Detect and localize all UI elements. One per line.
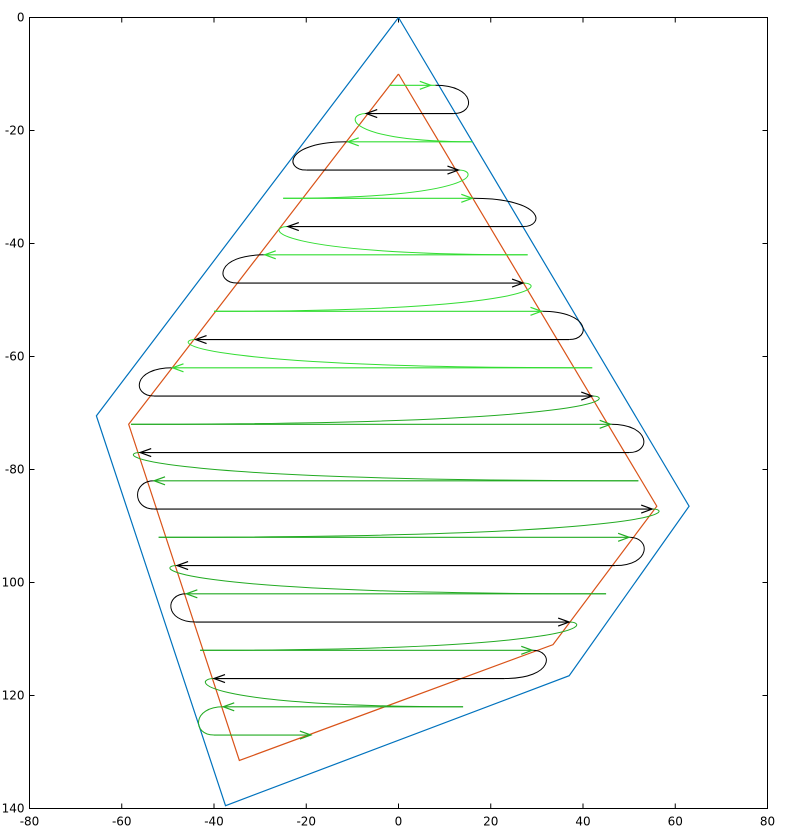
sweep-arrowhead (193, 334, 207, 345)
y-tick-label: 140 (2, 802, 25, 816)
turn-path (292, 141, 348, 171)
inner-boundary-polygon (127, 73, 658, 762)
sweep-arrowhead (175, 560, 189, 571)
turn-path (137, 480, 155, 510)
sweep-arrowhead (521, 645, 535, 655)
sweep-arrowhead (461, 193, 475, 203)
x-tick-label: 80 (760, 815, 775, 829)
sweep-arrowhead (138, 447, 152, 458)
turn-path (504, 649, 547, 680)
turn-path (158, 508, 660, 538)
turn-path (354, 113, 473, 143)
sweep-arrowhead (212, 673, 226, 684)
y-tick-label: 0 (17, 11, 25, 25)
x-tick-label: 60 (668, 815, 683, 829)
sweep-arrowhead (599, 419, 613, 429)
turn-path (222, 254, 265, 284)
sweep-arrowhead (299, 730, 313, 740)
sweep-arrowhead (262, 250, 276, 260)
sweep-lines (130, 80, 654, 740)
x-tick-label: -20 (296, 815, 316, 829)
sweep-arrowhead (184, 589, 198, 599)
sweep-arrowhead (419, 80, 433, 90)
sweep-arrowhead (221, 702, 235, 712)
sweep-arrowhead (617, 532, 631, 542)
turn-paths (130, 84, 660, 736)
x-tick-label: 40 (575, 815, 590, 829)
y-tick-label: -60 (5, 350, 25, 364)
sweep-arrowhead (557, 617, 571, 627)
y-axis-ticks: 0 -20 -40 -60 -80 100 120 140 (2, 11, 768, 816)
x-tick-label: -60 (112, 815, 132, 829)
turn-path (541, 310, 584, 341)
turn-path (132, 452, 639, 482)
sweep-arrowhead (581, 391, 594, 401)
turn-path (198, 706, 224, 736)
sweep-arrowhead (152, 476, 166, 486)
y-tick-label: -80 (5, 463, 25, 477)
sweep-arrowhead (364, 108, 378, 119)
y-tick-label: 120 (2, 689, 25, 703)
sweep-arrowhead (640, 504, 654, 514)
turn-path (615, 536, 645, 567)
outer-boundary-polygon (95, 17, 690, 807)
x-axis-ticks: -80 -60 -40 -20 0 20 40 60 80 (20, 17, 775, 829)
turn-path (213, 282, 532, 312)
turn-path (278, 226, 528, 256)
sweep-arrowhead (170, 363, 184, 373)
x-tick-label: 0 (395, 815, 403, 829)
sweep-arrowhead (511, 278, 525, 288)
turn-path (435, 84, 470, 115)
turn-path (472, 197, 537, 228)
turn-path (283, 169, 469, 199)
sweep-arrowhead (286, 221, 300, 232)
sweep-arrowhead (530, 306, 544, 316)
turn-path (200, 621, 578, 651)
x-tick-label: -80 (20, 815, 40, 829)
turn-path (130, 395, 600, 425)
turn-path (610, 423, 645, 454)
turn-path (204, 678, 464, 708)
y-tick-label: -40 (5, 237, 25, 251)
boundaries (95, 17, 690, 807)
turn-path (170, 593, 196, 623)
turn-path (138, 367, 173, 397)
turn-path (169, 565, 607, 595)
sweep-arrowhead (346, 137, 359, 147)
turn-path (187, 339, 593, 369)
sweep-arrowhead (447, 165, 461, 175)
x-tick-label: -40 (204, 815, 224, 829)
x-tick-label: 20 (483, 815, 498, 829)
y-tick-label: 100 (2, 576, 25, 590)
y-tick-label: -20 (5, 124, 25, 138)
